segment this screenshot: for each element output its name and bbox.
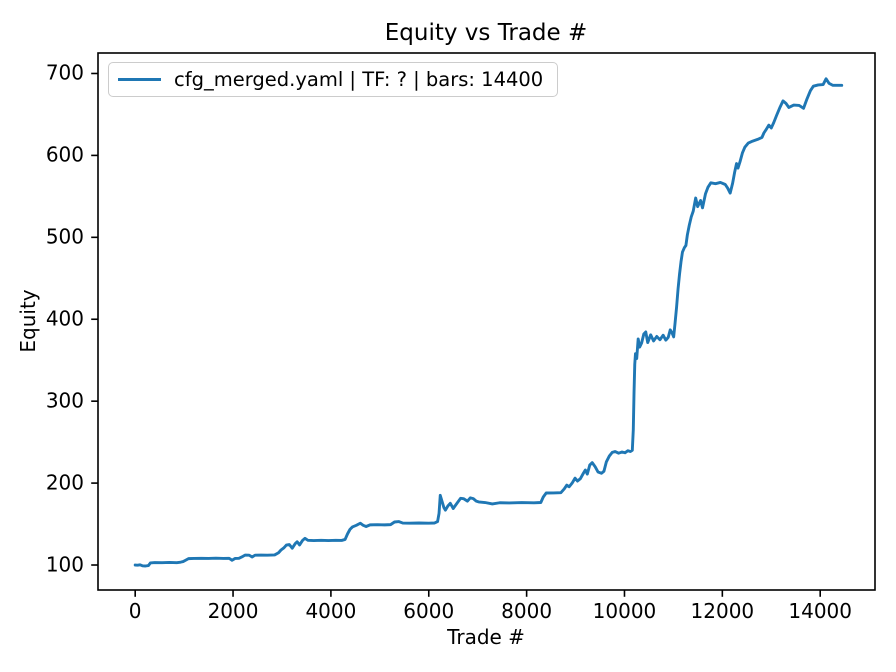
legend-series-label: cfg_merged.yaml | TF: ? | bars: 14400 — [174, 68, 544, 91]
x-tick-label: 0 — [128, 599, 142, 623]
x-axis-label: Trade # — [447, 625, 525, 649]
x-tick-label: 2000 — [207, 599, 259, 623]
x-tick-label: 14000 — [788, 599, 852, 623]
equity-series-line — [133, 77, 844, 568]
legend-line-swatch — [118, 78, 161, 81]
y-tick-label: 700 — [45, 60, 84, 85]
axes-spines — [97, 52, 876, 591]
x-tick-label: 4000 — [305, 599, 357, 623]
y-tick-label: 300 — [45, 388, 84, 413]
chart-title: Equity vs Trade # — [384, 20, 588, 46]
y-tick-label: 600 — [45, 142, 84, 167]
x-tick-label: 12000 — [690, 599, 755, 623]
y-tick-label: 400 — [45, 306, 84, 331]
y-tick-label: 200 — [45, 470, 84, 495]
y-tick-label: 100 — [45, 552, 84, 577]
x-tick-label: 10000 — [592, 599, 657, 623]
y-tick-label: 500 — [45, 224, 84, 249]
x-tick-label: 8000 — [501, 599, 553, 623]
legend: cfg_merged.yaml | TF: ? | bars: 14400 — [108, 62, 559, 97]
x-tick-label: 6000 — [403, 599, 455, 623]
